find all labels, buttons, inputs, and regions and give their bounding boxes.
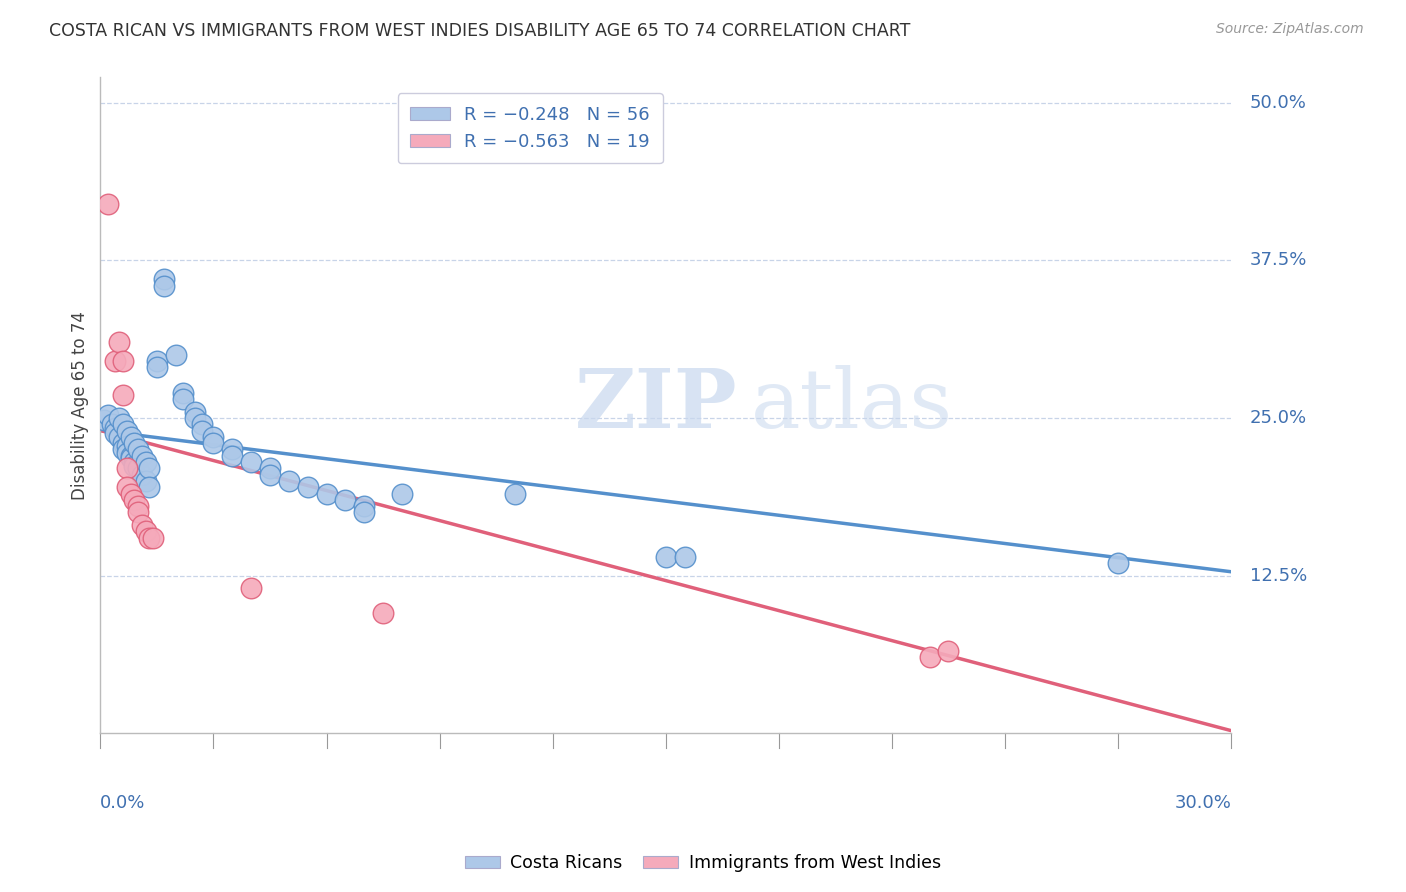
Text: 37.5%: 37.5% [1250,252,1308,269]
Point [127,442,149,457]
Point [240,455,263,469]
Y-axis label: Disability Age 65 to 74: Disability Age 65 to 74 [72,311,89,500]
Point [124,436,146,450]
Point [146,360,169,375]
Point [353,506,375,520]
Point [277,474,299,488]
Text: ZIP: ZIP [575,366,738,445]
Point [97,196,120,211]
Point [654,549,676,564]
Point [221,449,243,463]
Point [120,430,142,444]
Point [104,421,127,435]
Point [108,430,131,444]
Point [93,413,115,427]
Point [371,607,394,621]
Point [135,455,157,469]
Point [131,518,153,533]
Text: 12.5%: 12.5% [1250,566,1308,584]
Point [335,492,357,507]
Point [138,480,160,494]
Point [673,549,696,564]
Text: 25.0%: 25.0% [1250,409,1308,427]
Point [111,354,134,368]
Point [191,424,214,438]
Text: atlas: atlas [751,366,953,445]
Point [108,411,131,425]
Point [1107,556,1129,570]
Point [100,417,122,432]
Point [918,650,941,665]
Point [120,451,142,466]
Point [124,458,146,473]
Point [135,524,157,539]
Point [104,354,127,368]
Point [111,442,134,457]
Point [115,480,138,494]
Point [131,467,153,482]
Point [111,388,134,402]
Point [259,467,281,482]
Point [138,531,160,545]
Point [115,439,138,453]
Point [191,417,214,432]
Point [153,272,176,286]
Point [297,480,319,494]
Point [135,474,157,488]
Point [259,461,281,475]
Point [124,455,146,469]
Point [120,486,142,500]
Point [131,449,153,463]
Point [111,417,134,432]
Point [172,392,194,406]
Point [138,461,160,475]
Point [938,644,960,658]
Point [115,461,138,475]
Point [315,486,337,500]
Point [127,461,149,475]
Point [172,385,194,400]
Point [240,581,263,595]
Point [202,436,225,450]
Point [108,335,131,350]
Text: Source: ZipAtlas.com: Source: ZipAtlas.com [1216,22,1364,37]
Point [127,499,149,513]
Text: 30.0%: 30.0% [1174,794,1232,812]
Point [165,348,187,362]
Point [183,411,205,425]
Point [202,430,225,444]
Text: 0.0%: 0.0% [100,794,146,812]
Point [97,409,120,423]
Point [391,486,413,500]
Point [153,278,176,293]
Text: 50.0%: 50.0% [1250,94,1306,112]
Point [183,404,205,418]
Point [353,499,375,513]
Point [115,424,138,438]
Point [221,442,243,457]
Legend: Costa Ricans, Immigrants from West Indies: Costa Ricans, Immigrants from West Indie… [458,847,948,879]
Point [127,506,149,520]
Point [115,446,138,460]
Point [124,492,146,507]
Point [142,531,165,545]
Legend: R = −0.248   N = 56, R = −0.563   N = 19: R = −0.248 N = 56, R = −0.563 N = 19 [398,93,662,163]
Point [104,425,127,440]
Point [503,486,526,500]
Text: COSTA RICAN VS IMMIGRANTS FROM WEST INDIES DISABILITY AGE 65 TO 74 CORRELATION C: COSTA RICAN VS IMMIGRANTS FROM WEST INDI… [49,22,911,40]
Point [111,436,134,450]
Point [146,354,169,368]
Point [120,449,142,463]
